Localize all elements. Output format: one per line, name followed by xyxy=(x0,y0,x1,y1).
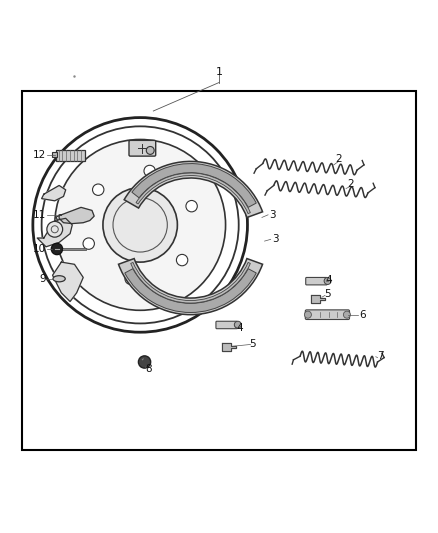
Polygon shape xyxy=(42,185,66,201)
Circle shape xyxy=(103,188,177,262)
Circle shape xyxy=(144,165,155,176)
Text: 4: 4 xyxy=(236,323,243,333)
Circle shape xyxy=(234,321,241,328)
Wedge shape xyxy=(124,161,262,217)
Circle shape xyxy=(47,221,63,237)
Circle shape xyxy=(324,278,331,285)
Wedge shape xyxy=(125,269,256,312)
Ellipse shape xyxy=(53,276,65,282)
Text: 2: 2 xyxy=(335,154,342,164)
Circle shape xyxy=(186,200,197,212)
Bar xyxy=(22,91,416,450)
FancyBboxPatch shape xyxy=(216,321,237,329)
Polygon shape xyxy=(311,295,325,303)
Circle shape xyxy=(343,311,350,318)
Polygon shape xyxy=(222,343,236,351)
Bar xyxy=(52,152,57,157)
Text: 10: 10 xyxy=(33,244,46,254)
Text: 8: 8 xyxy=(145,365,152,374)
Wedge shape xyxy=(131,262,251,303)
Circle shape xyxy=(146,147,154,155)
Circle shape xyxy=(138,356,151,368)
FancyBboxPatch shape xyxy=(305,310,350,319)
Text: 2: 2 xyxy=(347,179,354,189)
FancyBboxPatch shape xyxy=(56,150,85,160)
Text: 11: 11 xyxy=(33,210,46,220)
Text: 4: 4 xyxy=(325,274,332,285)
Circle shape xyxy=(55,140,226,310)
Wedge shape xyxy=(132,164,256,207)
Text: 7: 7 xyxy=(377,351,383,361)
FancyBboxPatch shape xyxy=(306,278,327,285)
Circle shape xyxy=(125,273,136,285)
Text: 1: 1 xyxy=(215,67,223,77)
Wedge shape xyxy=(136,173,251,214)
Text: 5: 5 xyxy=(324,289,331,299)
Wedge shape xyxy=(119,259,262,314)
Polygon shape xyxy=(59,207,94,223)
Text: 5: 5 xyxy=(249,338,256,349)
Text: 9: 9 xyxy=(39,274,46,284)
Circle shape xyxy=(304,311,311,318)
Text: 3: 3 xyxy=(269,210,276,220)
Polygon shape xyxy=(53,262,83,302)
Text: 6: 6 xyxy=(359,310,366,320)
Circle shape xyxy=(83,238,95,249)
Circle shape xyxy=(92,184,104,196)
Circle shape xyxy=(177,254,188,266)
Text: 3: 3 xyxy=(272,235,279,244)
Text: 12: 12 xyxy=(33,150,46,160)
Polygon shape xyxy=(37,219,72,247)
FancyBboxPatch shape xyxy=(129,140,156,156)
Circle shape xyxy=(51,243,63,255)
